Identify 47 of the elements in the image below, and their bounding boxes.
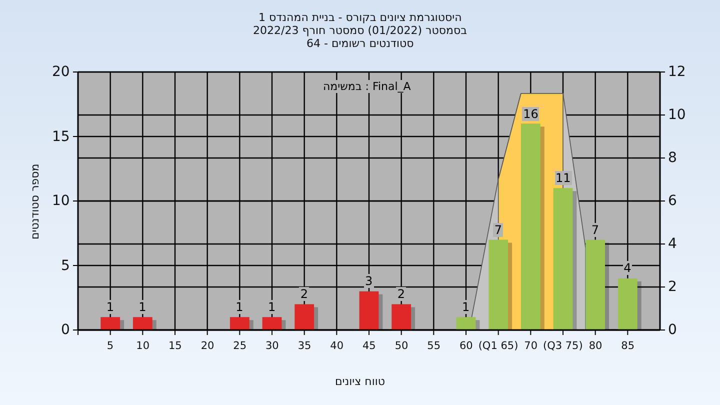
data-label: 16 — [523, 106, 538, 121]
y-tick-label: 20 — [52, 64, 70, 80]
data-label: 1 — [236, 300, 244, 314]
y2-tick-label: 12 — [668, 64, 686, 80]
x-tick-label: 40 — [330, 340, 344, 352]
x-tick-label: (Q1 65) — [478, 340, 518, 352]
data-label: 4 — [624, 261, 632, 276]
y-tick-label: 5 — [61, 258, 70, 274]
data-label: 11 — [556, 171, 571, 186]
x-tick-label: 70 — [524, 340, 538, 352]
y2-tick-label: 10 — [668, 107, 686, 123]
x-tick-label: 25 — [233, 340, 247, 352]
data-label: 7 — [591, 222, 599, 237]
chart-subtitle: בסמסטר (01/2022) סמסטר חורף 2022/23 סטודנטים רשומים - 64 — [253, 24, 467, 50]
chart-title: היסטוגרמת ציונים בקורס - בניית המהנדס 1 — [258, 10, 462, 24]
data-label: 1 — [106, 300, 114, 314]
x-tick-label: 10 — [136, 340, 150, 352]
x-axis-title: טווח ציונים — [335, 374, 385, 388]
x-tick-label: 15 — [168, 340, 182, 352]
x-tick-label: 60 — [460, 340, 473, 352]
y-tick-label: 10 — [52, 193, 70, 209]
x-tick-label: 50 — [394, 340, 408, 352]
y2-tick-label: 6 — [668, 193, 677, 209]
x-tick-label: 80 — [588, 340, 602, 352]
x-tick-label: 30 — [266, 340, 279, 352]
data-label: 1 — [268, 300, 276, 314]
y-tick-label: 15 — [52, 128, 70, 144]
data-label: 3 — [365, 274, 373, 288]
data-label: 2 — [397, 287, 405, 302]
y2-tick-label: 4 — [668, 236, 677, 252]
y-axis-title: מספר סטודנטים — [28, 163, 42, 239]
y2-tick-label: 8 — [668, 150, 677, 166]
x-tick-label: 55 — [427, 340, 441, 352]
x-tick-label: 5 — [106, 340, 114, 352]
x-tick-label: 85 — [621, 340, 635, 352]
data-label: 1 — [462, 300, 470, 314]
data-label: 1 — [138, 300, 146, 314]
y2-tick-label: 0 — [668, 322, 677, 338]
x-tick-label: 45 — [362, 340, 376, 352]
annotation: במשימה : Final_A — [323, 80, 411, 92]
x-tick-label: 20 — [200, 340, 214, 352]
x-tick-label: (Q3 75) — [543, 340, 583, 352]
data-label: 7 — [494, 222, 502, 237]
y2-tick-label: 2 — [668, 279, 677, 295]
y-tick-label: 0 — [61, 322, 70, 338]
x-tick-label: 35 — [298, 340, 312, 352]
data-label: 2 — [300, 287, 308, 302]
